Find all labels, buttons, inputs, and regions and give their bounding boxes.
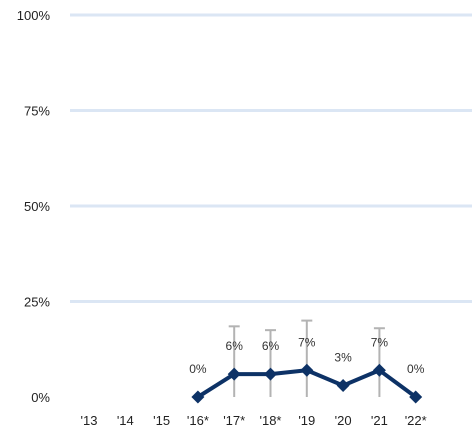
x-tick-label: '19 bbox=[298, 413, 315, 428]
data-point-marker bbox=[409, 390, 423, 404]
x-tick-label: '21 bbox=[371, 413, 388, 428]
data-point-marker bbox=[300, 363, 314, 377]
y-axis-tick-labels: 0% 25% 50% 75% 100% bbox=[17, 8, 51, 405]
x-tick-label: '14 bbox=[117, 413, 134, 428]
x-tick-label: '13 bbox=[81, 413, 98, 428]
error-bars bbox=[228, 319, 385, 397]
data-point-marker bbox=[372, 363, 386, 377]
x-tick-label: '16* bbox=[187, 413, 209, 428]
y-tick-label: 0% bbox=[31, 390, 50, 405]
data-label: 6% bbox=[226, 339, 244, 353]
y-tick-label: 75% bbox=[24, 104, 50, 119]
y-tick-label: 50% bbox=[24, 199, 50, 214]
data-point-marker bbox=[336, 379, 350, 393]
x-tick-label: '18* bbox=[259, 413, 281, 428]
data-labels: 0% 6% 6% 7% 3% 7% 0% bbox=[189, 335, 424, 376]
data-label: 0% bbox=[407, 362, 425, 376]
y-tick-label: 25% bbox=[24, 295, 50, 310]
gridlines bbox=[70, 13, 472, 303]
data-label: 3% bbox=[334, 351, 352, 365]
x-axis-tick-labels: '13 '14 '15 '16* '17* '18* '19 '20 '21 '22* bbox=[81, 413, 427, 428]
data-label: 6% bbox=[262, 339, 280, 353]
x-tick-label: '17* bbox=[223, 413, 245, 428]
data-label: 0% bbox=[189, 362, 207, 376]
data-label: 7% bbox=[371, 335, 389, 349]
data-label: 7% bbox=[298, 335, 316, 349]
x-tick-label: '20 bbox=[335, 413, 352, 428]
y-tick-label: 100% bbox=[17, 8, 51, 23]
data-point-marker bbox=[227, 367, 241, 381]
data-point-markers bbox=[191, 363, 423, 404]
x-tick-label: '22* bbox=[405, 413, 427, 428]
data-point-marker bbox=[191, 390, 205, 404]
x-tick-label: '15 bbox=[153, 413, 170, 428]
data-point-marker bbox=[264, 367, 277, 381]
